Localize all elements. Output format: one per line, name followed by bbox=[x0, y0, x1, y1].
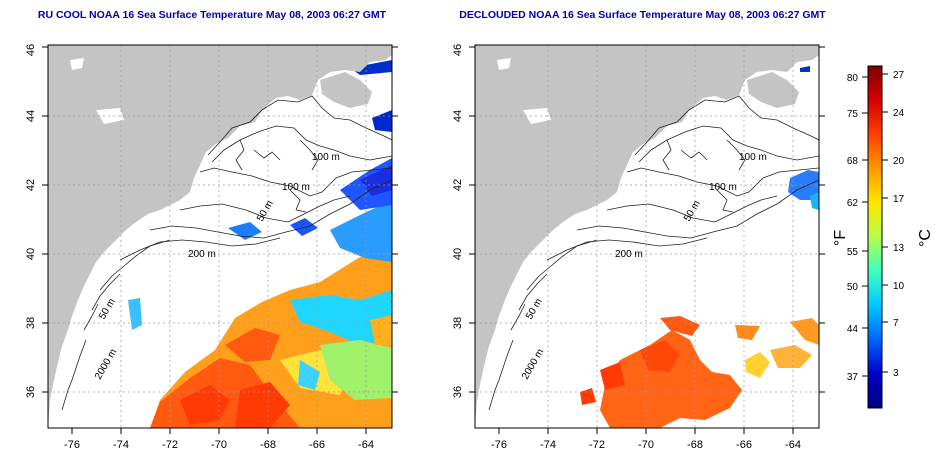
f-tick-label: 50 bbox=[847, 282, 859, 293]
x-tick-label: -76 bbox=[491, 439, 507, 451]
celsius-tick-labels: 27 24 20 17 13 10 7 3 bbox=[893, 70, 905, 379]
map-frame-right bbox=[474, 44, 820, 429]
land-left bbox=[48, 45, 392, 428]
c-tick-label: 17 bbox=[893, 194, 905, 205]
bathymetry-contours-right bbox=[488, 95, 819, 411]
c-tick-label: 3 bbox=[893, 368, 899, 379]
x-tick-label: -74 bbox=[540, 439, 556, 451]
contour-label: 200 m bbox=[188, 249, 216, 260]
contour-label: 100 m bbox=[312, 152, 340, 163]
x-tick-label: -64 bbox=[358, 439, 374, 451]
y-tick-label: 46 bbox=[452, 44, 464, 56]
y-tick-label: 42 bbox=[25, 179, 37, 191]
x-tick-label: -66 bbox=[309, 439, 325, 451]
bathymetry-contours-left bbox=[61, 95, 392, 411]
x-tick-label: -70 bbox=[638, 439, 654, 451]
y-tick-label: 44 bbox=[452, 110, 464, 122]
fahrenheit-unit-label: °F bbox=[832, 230, 849, 246]
y-tick-label: 38 bbox=[25, 317, 37, 329]
map-frame-left bbox=[47, 44, 393, 429]
contour-label: 100 m bbox=[282, 182, 310, 193]
x-tick-label: -66 bbox=[736, 439, 752, 451]
map-panel-right: 100 m 100 m 50 m 200 m 50 m 2000 m -76 -… bbox=[452, 44, 825, 451]
fahrenheit-tick-labels: 80 75 68 62 55 50 44 37 bbox=[847, 73, 859, 383]
y-tick-label: 38 bbox=[452, 317, 464, 329]
x-tick-label: -74 bbox=[113, 439, 129, 451]
x-tick-labels-left: -76 -74 -72 -70 -68 -66 -64 bbox=[64, 439, 374, 451]
map-title-right: DECLOUDED NOAA 16 Sea Surface Temperatur… bbox=[459, 9, 826, 21]
sst-field-right bbox=[580, 66, 819, 428]
f-tick-label: 44 bbox=[847, 324, 859, 335]
land-right bbox=[475, 45, 819, 428]
x-tick-label: -72 bbox=[589, 439, 605, 451]
nova-scotia-left bbox=[320, 72, 372, 108]
f-tick-label: 62 bbox=[847, 198, 859, 209]
x-tick-labels-right: -76 -74 -72 -70 -68 -66 -64 bbox=[491, 439, 801, 451]
c-tick-label: 7 bbox=[893, 318, 899, 329]
x-tick-label: -68 bbox=[260, 439, 276, 451]
x-tick-label: -64 bbox=[785, 439, 801, 451]
axis-ticks-left bbox=[42, 46, 398, 434]
temperature-colorbar: 80 75 68 62 55 50 44 37 27 24 20 17 13 1… bbox=[832, 65, 934, 409]
x-tick-label: -76 bbox=[64, 439, 80, 451]
axis-ticks-right bbox=[469, 46, 825, 434]
y-tick-labels-right: 36 38 40 42 44 46 bbox=[452, 44, 464, 398]
contour-label: 100 m bbox=[709, 182, 737, 193]
grid-right bbox=[475, 45, 819, 428]
f-tick-label: 55 bbox=[847, 247, 859, 258]
x-tick-label: -70 bbox=[211, 439, 227, 451]
f-tick-label: 68 bbox=[847, 156, 859, 167]
y-tick-label: 36 bbox=[452, 386, 464, 398]
map-title-left: RU COOL NOAA 16 Sea Surface Temperature … bbox=[37, 9, 387, 21]
c-tick-label: 24 bbox=[893, 108, 905, 119]
contour-label: 100 m bbox=[739, 152, 767, 163]
grid-left bbox=[48, 45, 392, 428]
c-tick-label: 27 bbox=[893, 70, 905, 81]
y-tick-label: 36 bbox=[25, 386, 37, 398]
f-tick-label: 37 bbox=[847, 372, 859, 383]
y-tick-labels-left: 36 38 40 42 44 46 bbox=[25, 44, 37, 398]
y-tick-label: 40 bbox=[25, 248, 37, 260]
c-tick-label: 13 bbox=[893, 243, 905, 254]
contour-label: 200 m bbox=[615, 249, 643, 260]
x-tick-label: -68 bbox=[687, 439, 703, 451]
celsius-unit-label: °C bbox=[917, 229, 934, 247]
sst-field-left bbox=[120, 60, 392, 428]
y-tick-label: 42 bbox=[452, 179, 464, 191]
f-tick-label: 75 bbox=[847, 109, 859, 120]
y-tick-label: 40 bbox=[452, 248, 464, 260]
y-tick-label: 44 bbox=[25, 110, 37, 122]
x-tick-label: -72 bbox=[162, 439, 178, 451]
f-tick-label: 80 bbox=[847, 73, 859, 84]
c-tick-label: 10 bbox=[893, 281, 905, 292]
c-tick-label: 20 bbox=[893, 156, 905, 167]
y-tick-label: 46 bbox=[25, 44, 37, 56]
